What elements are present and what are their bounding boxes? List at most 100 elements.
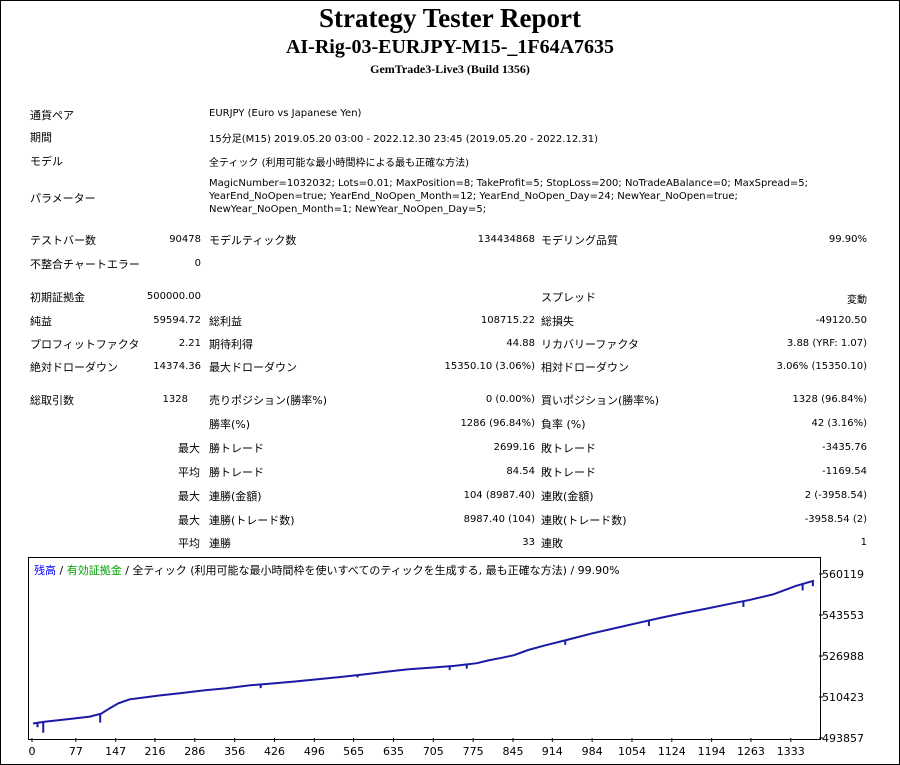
- ticks-value: 134434868: [477, 234, 535, 245]
- rel-drawdown-value: 3.06% (15350.10): [776, 361, 867, 372]
- period-label: 期間: [30, 131, 52, 144]
- short-positions-label: 売りポジション(勝率%): [209, 394, 328, 407]
- y-tick-label: 493857: [822, 732, 864, 745]
- pair-label: 通貨ペア: [30, 109, 74, 122]
- avg-cons-losses-label: 連敗: [541, 537, 563, 550]
- total-trades-label: 総取引数: [30, 394, 74, 407]
- cons-wins-amount-value: 104 (8987.40): [463, 490, 535, 501]
- cons-losses-amount-value: 2 (-3958.54): [804, 490, 867, 501]
- x-tick-label: 1054: [618, 745, 646, 758]
- legend-separator-2: /: [121, 564, 133, 577]
- x-tick-label: 286: [184, 745, 205, 758]
- recovery-factor-value: 3.88 (YRF: 1.07): [786, 338, 867, 349]
- short-positions-value: 0 (0.00%): [485, 394, 535, 405]
- x-tick-label: 77: [69, 745, 83, 758]
- avg-loss-trade-value: -1169.54: [822, 466, 867, 477]
- legend-separator-1: /: [56, 564, 67, 577]
- params-line-3: NewYear_NoOpen_Month=1; NewYear_NoOpen_D…: [209, 204, 487, 215]
- params-line-1: MagicNumber=1032032; Lots=0.01; MaxPosit…: [209, 178, 808, 189]
- legend-model: 全ティック (利用可能な最小時間枠を使いすべてのティックを生成する, 最も正確な…: [132, 564, 620, 577]
- max-drawdown-value: 15350.10 (3.06%): [444, 361, 535, 372]
- mismatch-label: 不整合チャートエラー: [30, 258, 140, 271]
- y-tick-label: 526988: [822, 650, 864, 663]
- params-line-2: YearEnd_NoOpen=true; YearEnd_NoOpen_Mont…: [209, 191, 738, 202]
- abs-drawdown-value: 14374.36: [153, 361, 201, 372]
- x-tick-label: 1333: [777, 745, 805, 758]
- x-tick-label: 496: [304, 745, 325, 758]
- long-positions-value: 1328 (96.84%): [792, 394, 867, 405]
- max-win-trade-value: 2699.16: [493, 442, 535, 453]
- deposit-value: 500000.00: [146, 291, 201, 302]
- quality-label: モデリング品質: [541, 234, 618, 247]
- ea-name: AI-Rig-03-EURJPY-M15-_1F64A7635: [285, 36, 615, 58]
- chart-legend: 残高 / 有効証拠金 / 全ティック (利用可能な最小時間枠を使いすべてのティッ…: [34, 562, 620, 578]
- x-tick-label: 356: [224, 745, 245, 758]
- cons-wins-amount-label: 連勝(金額): [209, 490, 262, 503]
- profit-factor-value: 2.21: [178, 338, 201, 349]
- x-tick-label: 147: [105, 745, 126, 758]
- abs-drawdown-label: 絶対ドローダウン: [30, 361, 118, 374]
- report-title: Strategy Tester Report: [319, 3, 581, 33]
- legend-equity: 有効証拠金: [66, 564, 122, 577]
- quality-value: 99.90%: [828, 234, 867, 245]
- gross-profit-value: 108715.22: [480, 315, 535, 326]
- x-tick-label: 1194: [698, 745, 726, 758]
- x-tick-label: 914: [542, 745, 563, 758]
- balance-line: [32, 579, 815, 725]
- cons-wins-count-value: 8987.40 (104): [463, 514, 535, 525]
- cons-losses-amount-label: 連敗(金額): [541, 490, 594, 503]
- net-profit-label: 純益: [30, 315, 52, 328]
- gross-loss-label: 総損失: [541, 315, 574, 328]
- x-tick-label: 845: [503, 745, 524, 758]
- loss-rate-label: 負率 (%): [541, 418, 586, 431]
- expected-payoff-value: 44.88: [506, 338, 535, 349]
- equity-chart-plot: [32, 579, 815, 733]
- max-prefix-3: 最大: [178, 514, 200, 527]
- x-tick-label: 984: [582, 745, 603, 758]
- avg-cons-wins-value: 33: [522, 537, 535, 548]
- x-tick-label: 426: [264, 745, 285, 758]
- rel-drawdown-label: 相対ドローダウン: [541, 361, 629, 374]
- profit-factor-label: プロフィットファクタ: [30, 338, 140, 351]
- max-loss-trade-value: -3435.76: [822, 442, 867, 453]
- gross-profit-label: 総利益: [209, 315, 242, 328]
- params-label: パラメーター: [30, 192, 96, 205]
- long-positions-label: 買いポジション(勝率%): [541, 394, 660, 407]
- x-tick-label: 1124: [658, 745, 686, 758]
- win-rate-label: 勝率(%): [209, 418, 251, 431]
- recovery-factor-label: リカバリーファクタ: [541, 338, 639, 351]
- cons-losses-count-value: -3958.54 (2): [804, 514, 867, 525]
- avg-prefix-2: 平均: [178, 537, 200, 550]
- total-trades-value: 1328: [162, 394, 188, 405]
- y-tick-label: 543553: [822, 609, 864, 622]
- cons-wins-count-label: 連勝(トレード数): [209, 514, 295, 527]
- gross-loss-value: -49120.50: [815, 315, 867, 326]
- win-rate-value: 1286 (96.84%): [460, 418, 535, 429]
- cons-losses-count-label: 連敗(トレード数): [541, 514, 627, 527]
- spread-value: 変動: [847, 295, 867, 306]
- avg-win-trade-label: 勝トレード: [209, 466, 264, 479]
- max-prefix-1: 最大: [178, 442, 200, 455]
- max-drawdown-label: 最大ドローダウン: [209, 361, 297, 374]
- avg-prefix-1: 平均: [178, 466, 200, 479]
- bars-label: テストバー数: [30, 234, 96, 247]
- equity-chart: 残高 / 有効証拠金 / 全ティック (利用可能な最小時間枠を使いすべてのティッ…: [28, 557, 821, 740]
- deposit-label: 初期証拠金: [30, 291, 85, 304]
- model-value: 全ティック (利用可能な最小時間枠による最も正確な方法): [209, 158, 470, 169]
- model-label: モデル: [30, 155, 63, 168]
- x-tick-label: 775: [463, 745, 484, 758]
- net-profit-value: 59594.72: [153, 315, 201, 326]
- max-prefix-2: 最大: [178, 490, 200, 503]
- loss-rate-value: 42 (3.16%): [811, 418, 867, 429]
- x-tick-label: 705: [423, 745, 444, 758]
- pair-value: EURJPY (Euro vs Japanese Yen): [209, 108, 362, 119]
- x-tick-label: 1263: [737, 745, 765, 758]
- y-tick-label: 510423: [822, 691, 864, 704]
- expected-payoff-label: 期待利得: [209, 338, 253, 351]
- max-win-trade-label: 勝トレード: [209, 442, 264, 455]
- server-build: GemTrade3-Live3 (Build 1356): [370, 62, 530, 76]
- x-tick-label: 216: [144, 745, 165, 758]
- avg-loss-trade-label: 敗トレード: [541, 466, 596, 479]
- ticks-label: モデルティック数: [209, 234, 297, 247]
